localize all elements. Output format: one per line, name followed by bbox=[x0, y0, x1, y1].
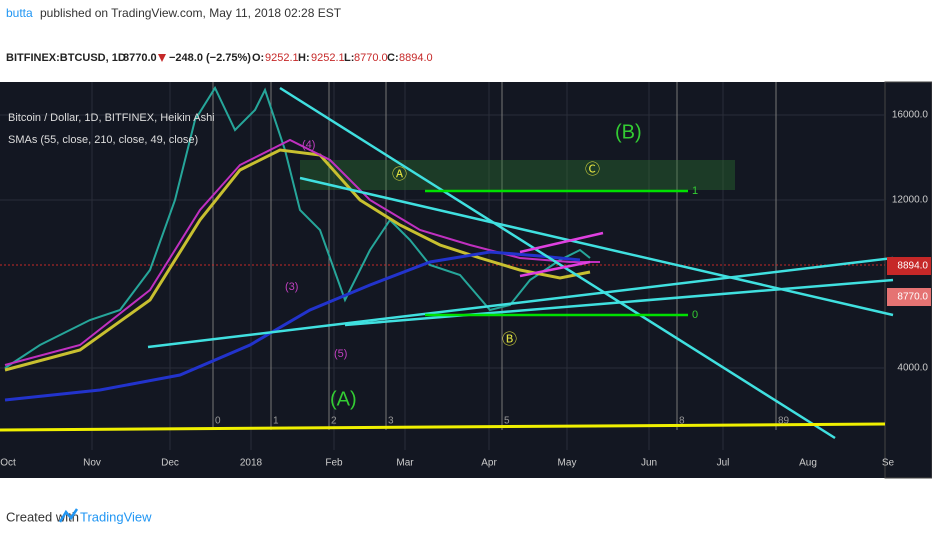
time-label: Jul bbox=[717, 458, 730, 469]
fib-time-label: 5 bbox=[504, 416, 510, 427]
price-label: 4000.0 bbox=[897, 363, 928, 374]
time-axis: Oct Nov Dec 2018 Feb Mar Apr May Jun Jul Aug Se bbox=[0, 458, 894, 469]
footer: Created with TradingView bbox=[6, 508, 152, 524]
price-label: 8894.0 bbox=[897, 261, 928, 272]
open-label: O: bbox=[252, 52, 264, 64]
fib-time-label: 1 bbox=[273, 416, 279, 427]
brand[interactable]: TradingView bbox=[80, 509, 152, 524]
shape bbox=[300, 160, 735, 190]
price-label: 12000.0 bbox=[892, 195, 929, 206]
drawn-line bbox=[344, 278, 894, 327]
time-label: 2018 bbox=[240, 458, 263, 469]
high: 9252.1 bbox=[311, 52, 345, 64]
drawn-line bbox=[299, 176, 894, 317]
drawn-line bbox=[519, 260, 591, 278]
time-label: Mar bbox=[396, 458, 414, 469]
low: 8770.0 bbox=[354, 52, 388, 64]
time-label: Dec bbox=[161, 458, 179, 469]
legend-title: Bitcoin / Dollar, 1D, BITFINEX, Heikin A… bbox=[8, 112, 215, 124]
price-axis: 16000.0 12000.0 8894.0 8770.0 4000.0 bbox=[887, 110, 931, 374]
legend-sma: SMAs (55, close, 210, close, 49, close) bbox=[8, 134, 198, 146]
annotations: (B) (A) Ⓐ Ⓒ Ⓑ (4) (3) (5) 1 0 bbox=[285, 121, 698, 410]
price-line bbox=[4, 85, 591, 369]
high-label: H: bbox=[298, 52, 310, 64]
legend: Bitcoin / Dollar, 1D, BITFINEX, Heikin A… bbox=[8, 112, 215, 146]
close: 8894.0 bbox=[399, 52, 433, 64]
wave-label: Ⓐ bbox=[392, 166, 407, 183]
fib-time-label: 0 bbox=[215, 416, 221, 427]
chart-area bbox=[0, 81, 932, 479]
wave-label: Ⓒ bbox=[585, 161, 600, 178]
wave-label: (B) bbox=[615, 121, 642, 143]
time-label: Se bbox=[882, 458, 895, 469]
wave-label: (5) bbox=[334, 348, 347, 360]
open: 9252.1 bbox=[265, 52, 299, 64]
fib-time-label: 8 bbox=[679, 416, 685, 427]
shape bbox=[519, 231, 604, 278]
close-label: C: bbox=[387, 52, 399, 64]
price-tag bbox=[887, 288, 931, 306]
time-label: Apr bbox=[481, 458, 497, 469]
fib-time-label: 89 bbox=[778, 416, 790, 427]
price-line bbox=[4, 148, 591, 372]
price-label: 16000.0 bbox=[892, 110, 929, 121]
created-with: Created with bbox=[6, 509, 79, 524]
author[interactable]: butta bbox=[6, 6, 33, 20]
low-label: L: bbox=[344, 52, 354, 64]
price-line bbox=[4, 250, 581, 402]
wave-label: (3) bbox=[285, 281, 298, 293]
drawn-line bbox=[519, 231, 604, 254]
time-label: Oct bbox=[0, 458, 16, 469]
shape bbox=[425, 189, 688, 317]
time-label: Jun bbox=[641, 458, 657, 469]
header: butta published on TradingView.com, May … bbox=[6, 6, 433, 64]
published: published on TradingView.com, May 11, 20… bbox=[40, 6, 342, 20]
logo bbox=[58, 508, 79, 523]
price-tag bbox=[887, 257, 931, 275]
fib-time-label: 2 bbox=[331, 416, 337, 427]
fib-time-label: 3 bbox=[388, 416, 394, 427]
drawn-line bbox=[0, 422, 886, 432]
wave-label: (A) bbox=[330, 388, 357, 410]
time-label: Feb bbox=[325, 458, 343, 469]
price-label: 8770.0 bbox=[897, 292, 928, 303]
drawn-line bbox=[147, 256, 894, 349]
last: 8770.0 bbox=[123, 52, 157, 64]
symbol: BITFINEX:BTCUSD, 1D bbox=[6, 52, 126, 64]
shape bbox=[147, 86, 894, 440]
fib-level: 1 bbox=[692, 185, 698, 197]
time-label: Aug bbox=[799, 458, 817, 469]
price-line bbox=[4, 138, 600, 366]
wave-label: (4) bbox=[302, 139, 315, 151]
time-label: May bbox=[558, 458, 577, 469]
fib-level: 0 bbox=[692, 309, 698, 321]
time-label: Nov bbox=[83, 458, 101, 469]
down-arrow bbox=[158, 54, 166, 62]
change: −248.0 (−2.75%) bbox=[169, 52, 251, 64]
wave-label: Ⓑ bbox=[502, 331, 517, 348]
drawn-line bbox=[279, 86, 836, 440]
fib-times: 0 1 2 3 5 8 89 bbox=[215, 416, 790, 427]
